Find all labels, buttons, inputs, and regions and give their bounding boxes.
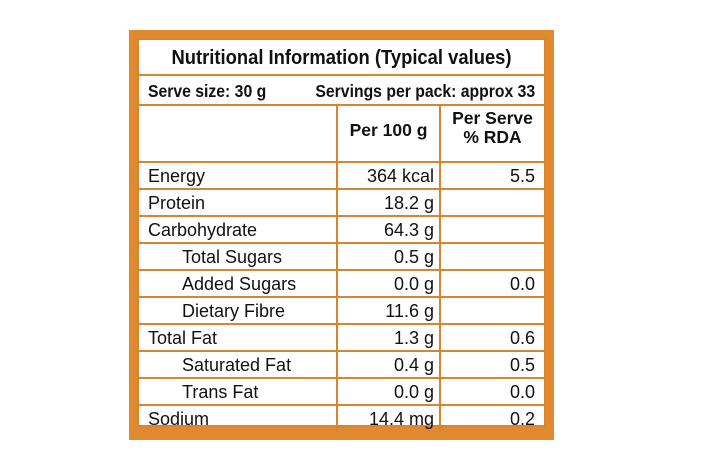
per-100g-header: Per 100 g: [349, 120, 428, 140]
column-divider: [439, 325, 441, 350]
per-100g-value: 14.4 mg: [368, 409, 434, 429]
column-divider: [336, 244, 338, 269]
nutrient-name: Dietary Fibre: [182, 301, 286, 321]
column-divider: [439, 406, 441, 433]
per-serve-rda-value: 0.0: [509, 382, 535, 402]
table-row: Total Sugars 0.5 g: [139, 244, 544, 271]
per-100g-value: 0.5 g: [393, 247, 434, 267]
column-divider: [439, 217, 441, 242]
per-serve-rda-value: 0.5: [509, 355, 535, 375]
column-divider: [336, 298, 338, 323]
nutrient-name: Total Sugars: [182, 247, 283, 267]
table-row: Total Fat 1.3 g 0.6: [139, 325, 544, 352]
column-divider: [439, 106, 441, 161]
column-divider: [439, 190, 441, 215]
column-divider: [439, 163, 441, 188]
per-100g-value: 0.0 g: [393, 382, 434, 402]
table-row: Protein 18.2 g: [139, 190, 544, 217]
per-serve-header-line1: Per Serve: [452, 108, 533, 128]
serve-size: Serve size: 30 g: [148, 81, 267, 101]
nutrient-name: Energy: [148, 166, 206, 186]
servings-per-pack: Servings per pack: approx 33: [315, 81, 535, 101]
per-100g-value: 18.2 g: [383, 193, 434, 213]
nutrient-name: Total Fat: [148, 328, 218, 348]
table-title-row: Nutritional Information (Typical values): [139, 40, 544, 76]
table-title: Nutritional Information (Typical values): [171, 47, 512, 69]
table-row: Added Sugars 0.0 g 0.0: [139, 271, 544, 298]
table-row: Sodium 14.4 mg 0.2: [139, 406, 544, 433]
per-100g-value: 11.6 g: [385, 301, 434, 321]
per-serve-rda-header: Per Serve % RDA: [441, 109, 544, 147]
per-100g-value: 1.3 g: [393, 328, 434, 348]
column-divider: [336, 190, 338, 215]
per-serve-rda-value: 0.6: [509, 328, 535, 348]
nutrient-name: Added Sugars: [182, 274, 297, 294]
nutrient-name: Trans Fat: [182, 382, 259, 402]
column-divider: [336, 271, 338, 296]
column-divider: [336, 325, 338, 350]
column-divider: [336, 106, 338, 161]
table-row: Dietary Fibre 11.6 g: [139, 298, 544, 325]
table-row: Saturated Fat 0.4 g 0.5: [139, 352, 544, 379]
column-header-row: Per 100 g Per Serve % RDA: [139, 106, 544, 163]
table-row: Trans Fat 0.0 g 0.0: [139, 379, 544, 406]
table-row: Energy 364 kcal 5.5: [139, 163, 544, 190]
per-100g-value: 64.3 g: [383, 220, 434, 240]
per-serve-rda-value: 0.0: [509, 274, 535, 294]
column-divider: [336, 352, 338, 377]
column-divider: [336, 379, 338, 404]
column-divider: [439, 352, 441, 377]
column-divider: [439, 244, 441, 269]
nutrient-name: Saturated Fat: [182, 355, 292, 375]
column-divider: [336, 163, 338, 188]
per-serve-header-line2: % RDA: [463, 127, 522, 147]
nutrient-name: Protein: [148, 193, 206, 213]
table-row: Carbohydrate 64.3 g: [139, 217, 544, 244]
column-divider: [439, 298, 441, 323]
per-100g-value: 364 kcal: [366, 166, 434, 186]
per-serve-rda-value: 0.2: [509, 409, 535, 429]
per-serve-rda-value: 5.5: [509, 166, 535, 186]
column-divider: [439, 379, 441, 404]
nutrient-name: Sodium: [148, 409, 210, 429]
per-100g-value: 0.4 g: [393, 355, 434, 375]
column-divider: [439, 271, 441, 296]
nutrient-name: Carbohydrate: [148, 220, 258, 240]
column-divider: [336, 217, 338, 242]
nutrition-table: Nutritional Information (Typical values)…: [137, 38, 546, 433]
column-divider: [336, 406, 338, 433]
serving-info-row: Serve size: 30 g Servings per pack: appr…: [139, 76, 544, 106]
per-100g-value: 0.0 g: [393, 274, 434, 294]
